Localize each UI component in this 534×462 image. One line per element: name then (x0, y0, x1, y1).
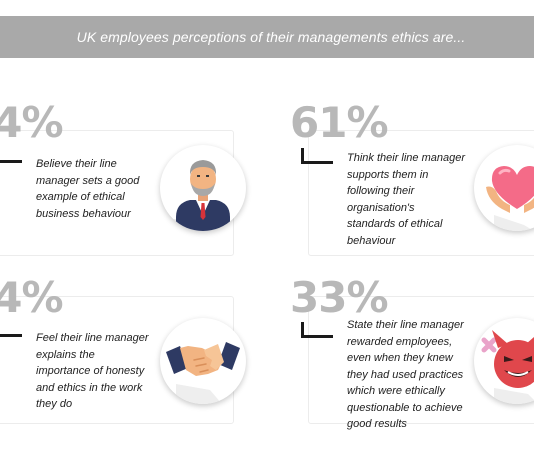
stat-value-2: 61% (290, 98, 389, 147)
devil-face-icon (474, 318, 534, 404)
stat-value-3: 44% (0, 273, 64, 322)
bracket-line-2 (301, 148, 333, 164)
stat-value-4: 33% (290, 273, 389, 322)
stat-description-3: Feel their line manager explains the imp… (36, 332, 149, 410)
stat-description-1: Believe their line manager sets a good e… (36, 158, 140, 220)
bracket-line-4 (301, 322, 333, 338)
bracket-line-3 (0, 334, 22, 337)
banner-title: UK employees perceptions of their manage… (76, 29, 466, 45)
handshake-icon (160, 318, 246, 404)
stat-description-2: Think their line manager supports them i… (347, 152, 466, 247)
heart-hands-icon (474, 145, 534, 231)
bracket-line-1 (0, 160, 22, 163)
header-banner: UK employees perceptions of their manage… (0, 16, 534, 58)
stat-value-1: 54% (0, 98, 64, 147)
stat-description-4: State their line manager rewarded employ… (347, 319, 464, 430)
businessman-icon (160, 145, 246, 231)
